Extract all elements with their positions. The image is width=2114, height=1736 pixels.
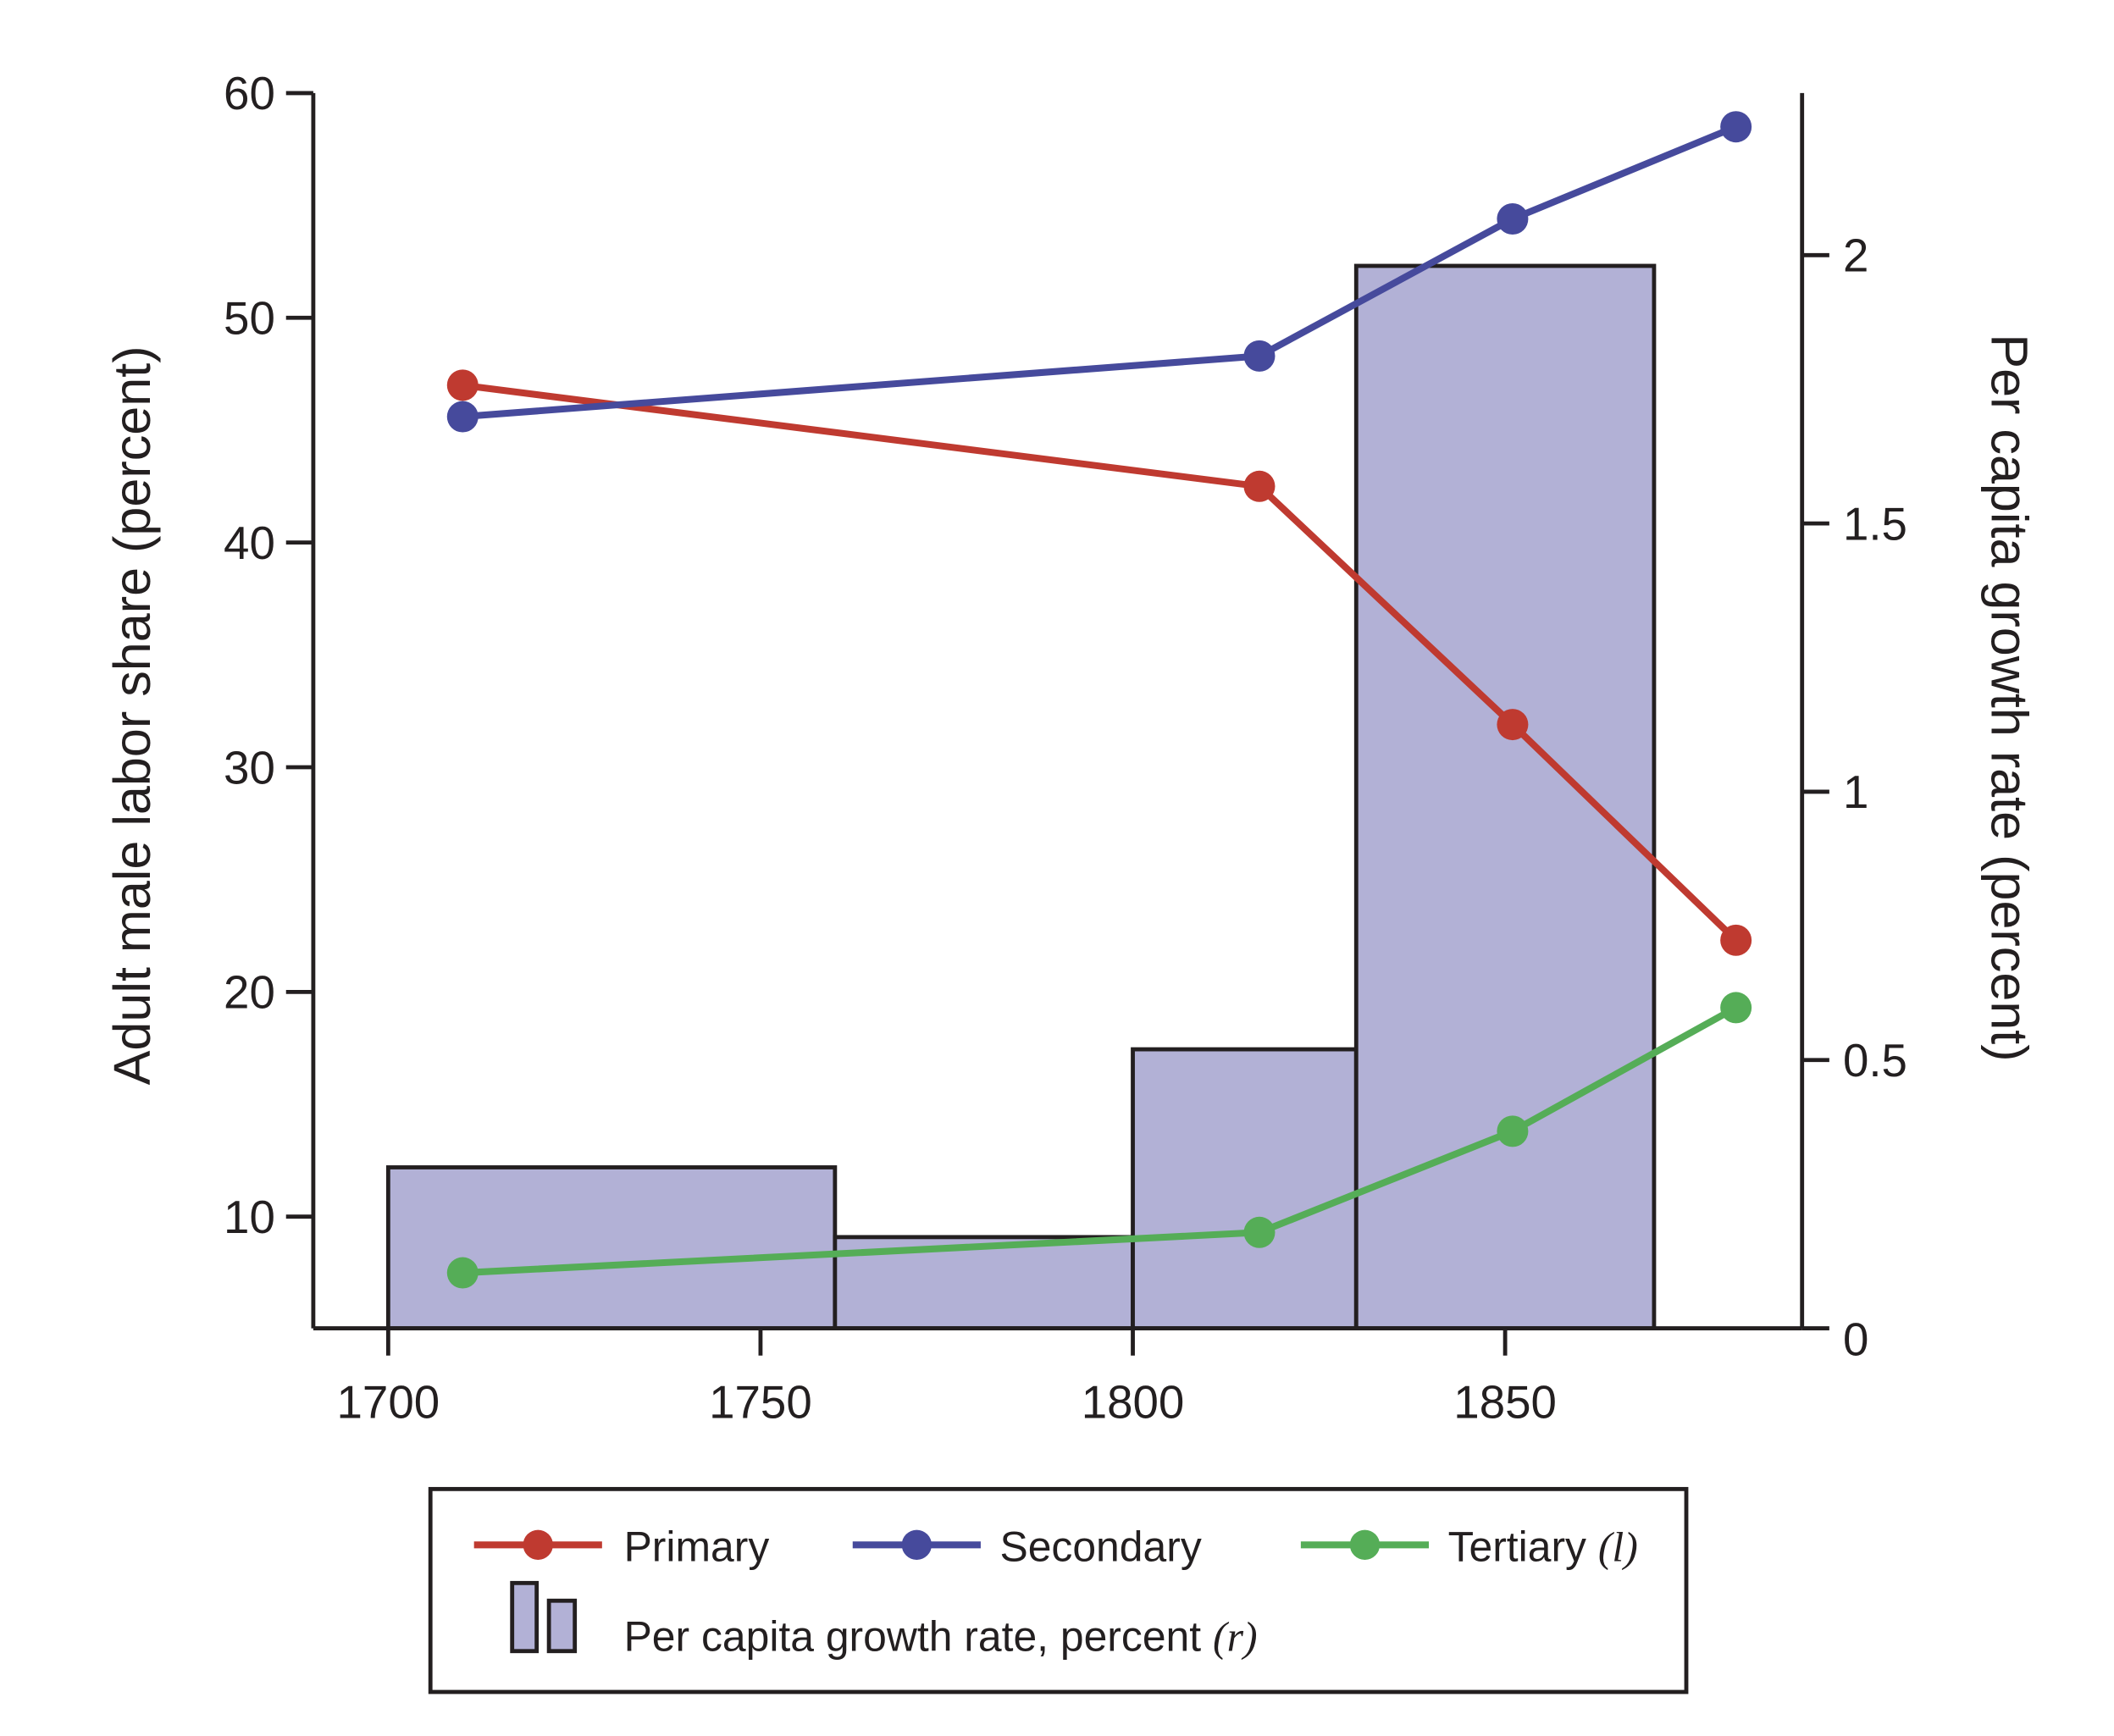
legend-growth-symbol: (r) [1213, 1614, 1258, 1661]
x-tick-label: 1700 [337, 1376, 440, 1429]
y-left-tick-label: 50 [224, 292, 275, 345]
point-primary-1710 [446, 369, 479, 401]
point-primary-1851 [1497, 709, 1529, 741]
bar-1700-1760 [385, 1165, 838, 1330]
legend-primary-label: Primary [624, 1523, 770, 1571]
legend-box [428, 1486, 1689, 1695]
y-right-tick-label: 2 [1843, 229, 1868, 282]
y-left-tick-label: 10 [224, 1191, 275, 1243]
legend: Primary Secondary Tertiary (l) Per capit… [428, 1486, 1689, 1695]
point-primary-1817 [1243, 470, 1276, 502]
axes: 10 20 30 40 50 60 0 0.5 1 1.5 2 1700 1750 1800 1850 [224, 67, 1907, 1429]
y-left-tick-label: 40 [224, 517, 275, 569]
point-tertiary-1851 [1497, 1115, 1529, 1147]
legend-item-secondary: Secondary [852, 1523, 1202, 1571]
point-secondary-1710 [446, 401, 479, 433]
point-primary-1881 [1720, 924, 1752, 956]
y-left-tick-label: 60 [224, 67, 275, 119]
legend-item-tertiary: Tertiary (l) [1300, 1523, 1638, 1571]
legend-secondary-label: Secondary [999, 1523, 1201, 1571]
legend-bar-icon [546, 1598, 578, 1654]
point-tertiary-1817 [1243, 1216, 1276, 1248]
point-secondary-1851 [1497, 203, 1529, 235]
series-line-primary [462, 381, 1739, 943]
bar-1800-1830 [1131, 1047, 1359, 1330]
series-line-secondary [462, 123, 1738, 421]
point-tertiary-1710 [446, 1257, 479, 1289]
legend-item-growth: Per capita growth rate, percent (r) [510, 1580, 1258, 1661]
y-left-tick-label: 20 [224, 966, 275, 1019]
y-right-tick-label: 1 [1843, 766, 1868, 818]
legend-tertiary-label: Tertiary (l) [1448, 1523, 1638, 1571]
legend-growth-name: Per capita growth rate, percent [624, 1613, 1202, 1661]
y-right-tick-label: 1.5 [1843, 497, 1907, 550]
legend-tertiary-name: Tertiary [1448, 1523, 1586, 1571]
legend-tertiary-marker [1349, 1529, 1381, 1560]
legend-item-primary: Primary [473, 1523, 770, 1571]
legend-primary-marker [523, 1529, 553, 1560]
y-axis-left-label: Adult male labor share (percent) [103, 346, 161, 1085]
lines-layer [446, 111, 1752, 1289]
y-left-tick-label: 30 [224, 741, 275, 793]
legend-growth-label: Per capita growth rate, percent (r) [624, 1613, 1258, 1661]
y-right-tick-label: 0.5 [1843, 1034, 1907, 1086]
x-tick-label: 1850 [1453, 1376, 1557, 1429]
legend-secondary-marker [901, 1529, 932, 1560]
series-line-tertiary [462, 1004, 1738, 1277]
bar-1830-1870 [1353, 263, 1657, 1330]
point-tertiary-1881 [1720, 992, 1752, 1024]
legend-bar-icon [510, 1580, 540, 1654]
point-secondary-1881 [1720, 111, 1752, 143]
y-right-tick-label: 0 [1843, 1313, 1868, 1366]
legend-tertiary-symbol: (l) [1598, 1524, 1638, 1571]
y-axis-right-label: Per capita growth rate (percent) [1980, 334, 2038, 1061]
point-secondary-1817 [1243, 340, 1276, 372]
bars-layer [385, 263, 1657, 1331]
x-tick-label: 1800 [1082, 1376, 1185, 1429]
x-tick-label: 1750 [709, 1376, 812, 1429]
